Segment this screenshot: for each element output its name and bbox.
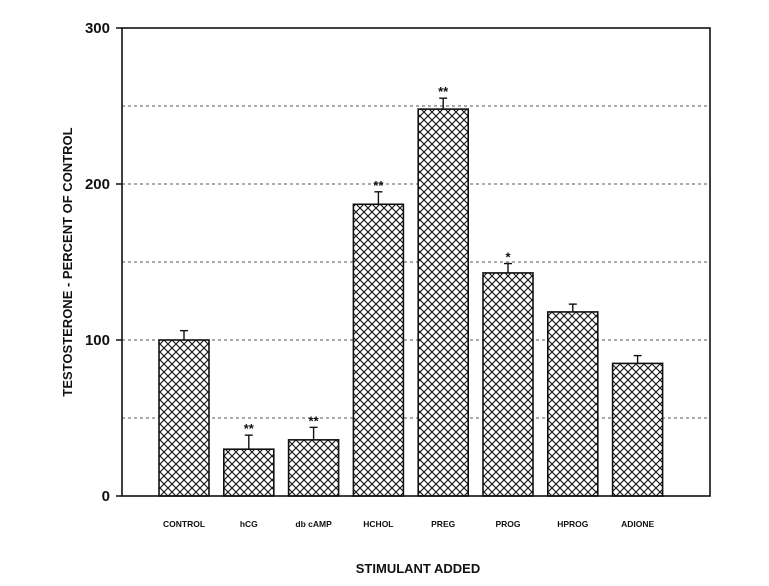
y-tick-label: 200 [85,176,110,193]
significance-marker: ** [244,421,255,436]
bars: ********* [158,84,664,497]
x-axis-categories: CONTROL hCG db cAMP HCHOL PREG PROG HPROG ADION… [163,519,654,529]
y-tick-label: 0 [102,488,110,505]
significance-marker: ** [438,84,449,99]
y-tick-label: 100 [85,332,110,349]
y-tick-label: 300 [85,20,110,37]
x-category-label: PROG [495,519,520,529]
bar-adione [611,362,664,497]
x-category-label: PREG [431,519,455,529]
x-category-label: HPROG [557,519,589,529]
bar-preg [417,108,470,497]
significance-marker: ** [309,413,320,428]
x-category-label: HCHOL [363,519,393,529]
plot-area-frame [121,27,711,497]
x-category-label: CONTROL [163,519,205,529]
gridlines [122,105,710,419]
x-category-label: db cAMP [295,519,332,529]
bar-control [158,339,210,497]
significance-marker: * [505,250,511,265]
x-axis-title: STIMULANT ADDED [356,561,480,576]
bar-db-camp [287,439,340,497]
bar-hchol [352,203,405,497]
y-axis-title: TESTOSTERONE - PERCENT OF CONTROL [60,127,75,396]
x-category-label: hCG [240,519,258,529]
bar-prog [482,272,534,497]
bar-hprog [546,311,599,497]
bar-hcg [223,448,275,497]
significance-marker: ** [373,178,384,193]
y-axis-ticks: 0 100 200 300 [85,20,122,505]
x-category-label: ADIONE [621,519,654,529]
